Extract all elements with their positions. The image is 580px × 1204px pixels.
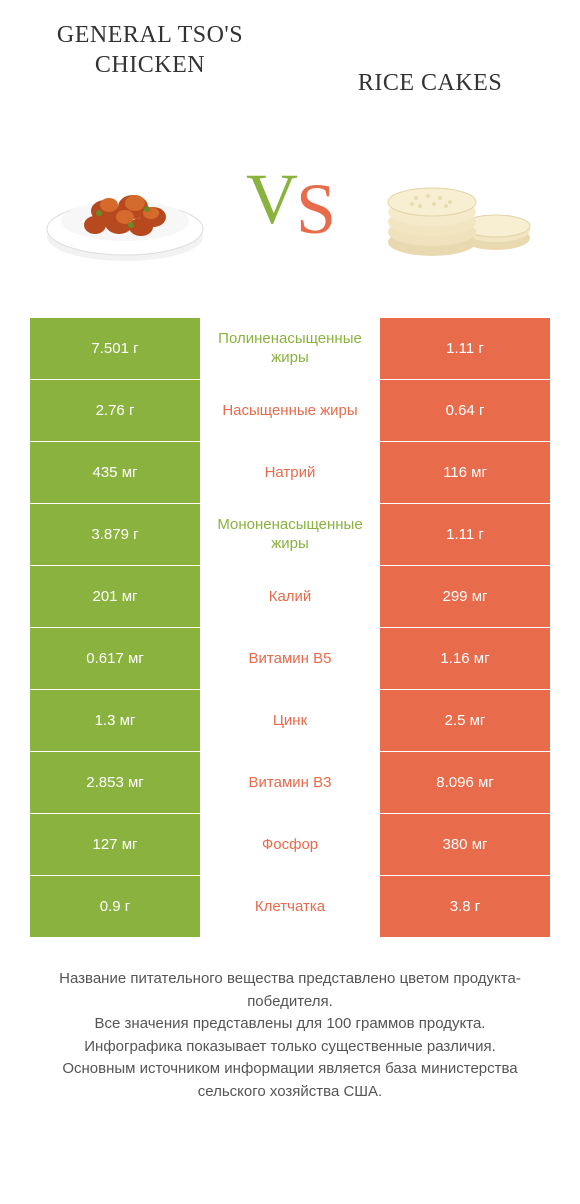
title-right: Rice cakes xyxy=(320,20,540,98)
footer-notes: Название питательного вещества представл… xyxy=(0,938,580,1103)
footer-line: Название питательного вещества представл… xyxy=(30,968,550,1013)
table-row: 2.76 гНасыщенные жиры0.64 г xyxy=(30,380,550,442)
value-right: 116 мг xyxy=(380,442,550,504)
food-image-left xyxy=(30,128,220,278)
footer-line: Основным источником информации является … xyxy=(30,1058,550,1103)
value-left: 2.76 г xyxy=(30,380,200,442)
value-left: 127 мг xyxy=(30,814,200,876)
table-row: 1.3 мгЦинк2.5 мг xyxy=(30,690,550,752)
food-image-right xyxy=(360,128,550,278)
vs-label: VS xyxy=(246,162,334,245)
value-right: 380 мг xyxy=(380,814,550,876)
nutrient-label: Калий xyxy=(200,566,380,628)
value-right: 2.5 мг xyxy=(380,690,550,752)
image-row: VS xyxy=(0,108,580,318)
nutrient-label: Клетчатка xyxy=(200,876,380,938)
nutrient-label: Цинк xyxy=(200,690,380,752)
value-right: 0.64 г xyxy=(380,380,550,442)
title-left: General Tso's Chicken xyxy=(40,20,260,80)
table-row: 0.9 гКлетчатка3.8 г xyxy=(30,876,550,938)
vs-v: V xyxy=(246,158,296,241)
header: General Tso's Chicken Rice cakes xyxy=(0,0,580,108)
value-left: 1.3 мг xyxy=(30,690,200,752)
value-right: 1.11 г xyxy=(380,318,550,380)
nutrient-label: Витамин B5 xyxy=(200,628,380,690)
comparison-table: 7.501 гПолиненасыщенные жиры1.11 г2.76 г… xyxy=(30,318,550,938)
value-left: 201 мг xyxy=(30,566,200,628)
value-left: 2.853 мг xyxy=(30,752,200,814)
table-row: 0.617 мгВитамин B51.16 мг xyxy=(30,628,550,690)
nutrient-label: Фосфор xyxy=(200,814,380,876)
nutrient-label: Насыщенные жиры xyxy=(200,380,380,442)
table-row: 201 мгКалий299 мг xyxy=(30,566,550,628)
value-left: 7.501 г xyxy=(30,318,200,380)
value-right: 3.8 г xyxy=(380,876,550,938)
nutrient-label: Мононенасыщенные жиры xyxy=(200,504,380,566)
value-left: 0.9 г xyxy=(30,876,200,938)
value-right: 1.11 г xyxy=(380,504,550,566)
value-right: 299 мг xyxy=(380,566,550,628)
table-row: 2.853 мгВитамин B38.096 мг xyxy=(30,752,550,814)
table-row: 127 мгФосфор380 мг xyxy=(30,814,550,876)
table-row: 7.501 гПолиненасыщенные жиры1.11 г xyxy=(30,318,550,380)
nutrient-label: Полиненасыщенные жиры xyxy=(200,318,380,380)
table-row: 3.879 гМононенасыщенные жиры1.11 г xyxy=(30,504,550,566)
nutrient-label: Натрий xyxy=(200,442,380,504)
nutrient-label: Витамин B3 xyxy=(200,752,380,814)
value-right: 1.16 мг xyxy=(380,628,550,690)
vs-s: S xyxy=(296,168,334,251)
value-left: 435 мг xyxy=(30,442,200,504)
table-row: 435 мгНатрий116 мг xyxy=(30,442,550,504)
footer-line: Инфографика показывает только существенн… xyxy=(30,1036,550,1059)
footer-line: Все значения представлены для 100 граммо… xyxy=(30,1013,550,1036)
value-left: 0.617 мг xyxy=(30,628,200,690)
value-right: 8.096 мг xyxy=(380,752,550,814)
value-left: 3.879 г xyxy=(30,504,200,566)
